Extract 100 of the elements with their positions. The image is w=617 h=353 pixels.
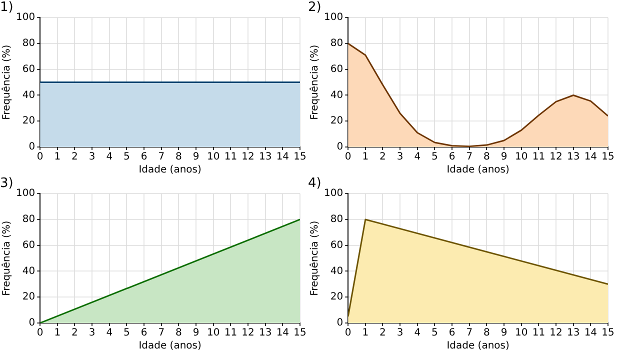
- x-tick-label: 14: [276, 328, 290, 339]
- x-tick-label: 0: [36, 152, 44, 163]
- x-tick-label: 8: [176, 152, 182, 163]
- x-tick-label: 5: [432, 152, 438, 163]
- y-tick-label: 20: [330, 292, 344, 303]
- y-tick-label: 60: [330, 240, 344, 251]
- x-axis-title: Idade (anos): [446, 164, 510, 176]
- x-tick-label: 4: [106, 152, 113, 163]
- x-tick-label: 7: [158, 152, 165, 163]
- x-tick-label: 0: [344, 328, 352, 339]
- y-tick-label: 100: [324, 12, 344, 24]
- x-tick-label: 9: [500, 328, 508, 339]
- x-tick-label: 10: [514, 152, 528, 163]
- chart-title: 4): [308, 176, 322, 192]
- x-axis-title: Idade (anos): [138, 340, 202, 352]
- x-tick-label: 11: [224, 152, 238, 163]
- x-tick-label: 4: [414, 328, 421, 339]
- x-tick-label: 2: [380, 328, 386, 339]
- x-tick-label: 3: [396, 328, 404, 339]
- x-axis-title: Idade (anos): [138, 164, 202, 176]
- x-tick-label: 4: [414, 152, 421, 163]
- x-tick-label: 7: [466, 328, 473, 339]
- x-tick-label: 9: [500, 152, 508, 163]
- x-tick-label: 14: [276, 152, 290, 163]
- y-tick-label: 20: [22, 292, 36, 303]
- y-tick-label: 100: [16, 12, 36, 24]
- x-tick-label: 10: [206, 152, 220, 163]
- x-tick-label: 1: [54, 328, 61, 339]
- x-tick-label: 6: [140, 152, 148, 163]
- x-tick-label: 15: [294, 152, 306, 163]
- y-axis-title: Frequência (%): [2, 220, 13, 296]
- x-tick-label: 9: [192, 328, 200, 339]
- x-tick-label: 11: [532, 328, 546, 339]
- x-tick-label: 15: [294, 328, 306, 339]
- x-tick-label: 11: [224, 328, 238, 339]
- x-tick-label: 7: [158, 328, 165, 339]
- chart-title: 2): [308, 0, 322, 16]
- x-tick-label: 13: [258, 328, 272, 339]
- y-axis-title: Frequência (%): [2, 44, 13, 120]
- x-tick-label: 6: [140, 328, 148, 339]
- y-tick-label: 40: [22, 90, 36, 101]
- x-axis-title: Idade (anos): [446, 340, 510, 352]
- x-tick-label: 3: [396, 152, 404, 163]
- y-tick-label: 0: [336, 318, 344, 329]
- chart-title: 1): [0, 0, 14, 16]
- chart-title: 3): [0, 176, 14, 192]
- x-tick-label: 11: [532, 152, 546, 163]
- x-tick-label: 10: [206, 328, 220, 339]
- x-tick-label: 8: [484, 152, 490, 163]
- x-tick-label: 8: [176, 328, 182, 339]
- x-tick-label: 13: [258, 152, 272, 163]
- y-tick-label: 40: [22, 266, 36, 277]
- x-tick-label: 5: [124, 152, 130, 163]
- x-tick-label: 4: [106, 328, 113, 339]
- x-tick-label: 3: [88, 152, 96, 163]
- y-tick-label: 60: [22, 64, 36, 75]
- y-tick-label: 20: [22, 116, 36, 127]
- x-tick-label: 0: [36, 328, 44, 339]
- x-tick-label: 2: [72, 328, 78, 339]
- x-tick-label: 13: [566, 328, 580, 339]
- x-tick-label: 12: [242, 152, 254, 163]
- x-tick-label: 6: [448, 152, 456, 163]
- x-tick-label: 5: [124, 328, 130, 339]
- x-tick-label: 12: [242, 328, 254, 339]
- y-tick-label: 0: [336, 142, 344, 153]
- x-tick-label: 3: [88, 328, 96, 339]
- y-tick-label: 100: [16, 188, 36, 200]
- y-tick-label: 80: [22, 214, 36, 226]
- y-tick-label: 0: [28, 142, 36, 153]
- y-tick-label: 80: [330, 214, 344, 226]
- x-tick-label: 8: [484, 328, 490, 339]
- y-tick-label: 40: [330, 90, 344, 101]
- y-tick-label: 80: [330, 38, 344, 50]
- y-tick-label: 100: [324, 188, 344, 200]
- x-tick-label: 15: [602, 152, 614, 163]
- x-tick-label: 12: [550, 152, 562, 163]
- x-tick-label: 9: [192, 152, 200, 163]
- x-tick-label: 6: [448, 328, 456, 339]
- x-tick-label: 7: [466, 152, 473, 163]
- y-tick-label: 0: [28, 318, 36, 329]
- y-axis-title: Frequência (%): [310, 44, 321, 120]
- y-tick-label: 60: [22, 240, 36, 251]
- x-tick-label: 13: [566, 152, 580, 163]
- x-tick-label: 1: [362, 152, 369, 163]
- x-tick-label: 14: [584, 152, 598, 163]
- y-tick-label: 20: [330, 116, 344, 127]
- y-tick-label: 80: [22, 38, 36, 50]
- y-tick-label: 60: [330, 64, 344, 75]
- x-tick-label: 1: [362, 328, 369, 339]
- x-tick-label: 2: [72, 152, 78, 163]
- y-axis-title: Frequência (%): [310, 220, 321, 296]
- y-tick-label: 40: [330, 266, 344, 277]
- x-tick-label: 15: [602, 328, 614, 339]
- x-tick-label: 1: [54, 152, 61, 163]
- x-tick-label: 12: [550, 328, 562, 339]
- x-tick-label: 2: [380, 152, 386, 163]
- x-tick-label: 14: [584, 328, 598, 339]
- x-tick-label: 0: [344, 152, 352, 163]
- x-tick-label: 10: [514, 328, 528, 339]
- x-tick-label: 5: [432, 328, 438, 339]
